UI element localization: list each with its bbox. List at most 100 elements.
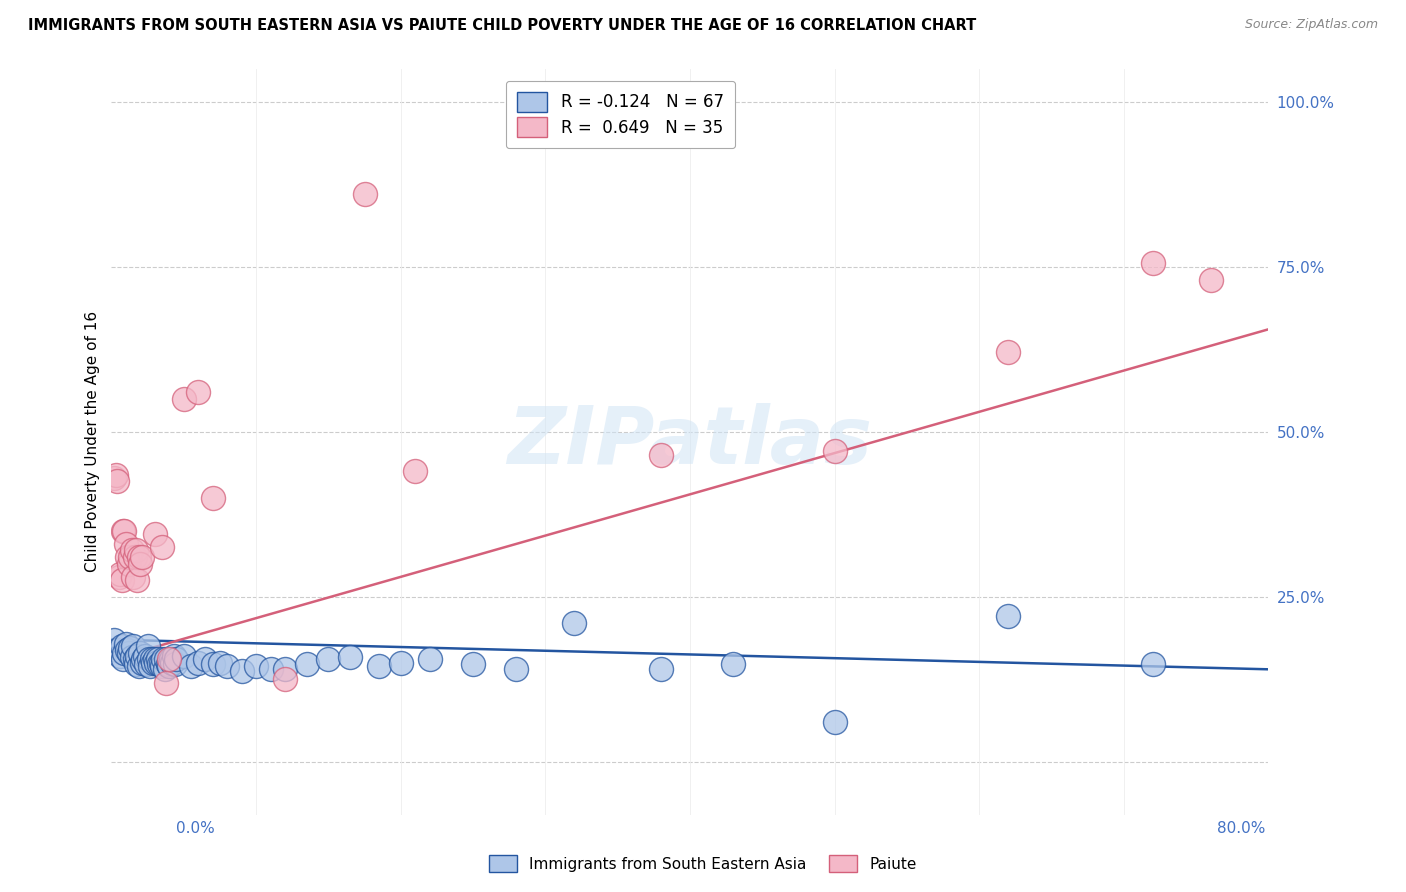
Point (159, 652, 181, 666)
Point (112, 646, 135, 660)
Point (824, 444, 846, 458)
Point (274, 662, 297, 676)
Point (118, 557, 141, 571)
Point (125, 657, 148, 671)
Y-axis label: Child Poverty Under the Age of 16: Child Poverty Under the Age of 16 (86, 311, 100, 572)
Point (997, 609, 1019, 624)
Point (105, 642, 128, 657)
Point (134, 649, 156, 664)
Point (128, 659, 150, 673)
Legend: R = -0.124   N = 67, R =  0.649   N = 35: R = -0.124 N = 67, R = 0.649 N = 35 (506, 80, 735, 148)
Point (201, 657, 224, 671)
Point (121, 650, 143, 665)
Point (110, 573, 132, 587)
Point (150, 540, 173, 554)
Point (187, 384, 209, 399)
Point (180, 659, 202, 673)
Text: ZIPatlas: ZIPatlas (508, 402, 872, 481)
Point (117, 550, 139, 565)
Point (160, 656, 183, 670)
Point (124, 652, 146, 666)
Point (419, 652, 441, 666)
Point (149, 656, 172, 670)
Text: Source: ZipAtlas.com: Source: ZipAtlas.com (1244, 18, 1378, 31)
Point (115, 637, 138, 651)
Point (163, 657, 186, 671)
Point (339, 650, 361, 665)
Point (115, 537, 138, 551)
Point (173, 649, 195, 664)
Point (108, 566, 131, 581)
Point (723, 657, 745, 671)
Text: IMMIGRANTS FROM SOUTH EASTERN ASIA VS PAIUTE CHILD POVERTY UNDER THE AGE OF 16 C: IMMIGRANTS FROM SOUTH EASTERN ASIA VS PA… (28, 18, 976, 33)
Point (461, 657, 484, 671)
Point (145, 656, 167, 670)
Point (389, 656, 412, 670)
Point (824, 715, 846, 730)
Point (353, 186, 375, 201)
Point (111, 524, 134, 538)
Text: 0.0%: 0.0% (176, 821, 215, 836)
Point (173, 392, 195, 406)
Point (122, 639, 145, 653)
Point (650, 448, 672, 462)
Point (121, 543, 143, 558)
Point (141, 652, 163, 666)
Point (103, 471, 125, 485)
Point (194, 652, 217, 666)
Point (997, 345, 1019, 359)
Point (128, 550, 150, 565)
Point (127, 573, 149, 587)
Point (245, 659, 267, 673)
Point (129, 646, 152, 660)
Point (562, 616, 585, 631)
Point (318, 652, 340, 666)
Point (156, 657, 179, 671)
Point (259, 662, 281, 676)
Legend: Immigrants from South Eastern Asia, Paiute: Immigrants from South Eastern Asia, Paiu… (482, 847, 924, 880)
Point (1142, 256, 1164, 270)
Point (162, 649, 184, 664)
Point (110, 639, 132, 653)
Point (274, 672, 297, 686)
Point (108, 649, 131, 664)
Point (152, 652, 174, 666)
Point (217, 659, 239, 673)
Point (155, 652, 177, 666)
Point (107, 570, 129, 584)
Point (157, 652, 180, 666)
Point (146, 652, 169, 666)
Point (120, 550, 142, 565)
Point (295, 657, 318, 671)
Point (143, 527, 166, 541)
Point (143, 652, 166, 666)
Point (103, 632, 125, 647)
Point (122, 570, 145, 584)
Point (157, 659, 180, 673)
Point (131, 550, 153, 565)
Point (120, 641, 142, 656)
Point (124, 550, 146, 565)
Point (150, 659, 173, 673)
Point (201, 491, 224, 505)
Point (129, 557, 152, 571)
Point (132, 652, 155, 666)
Point (155, 675, 177, 690)
Point (135, 657, 157, 671)
Point (153, 662, 176, 676)
Point (105, 474, 128, 488)
Point (1199, 273, 1222, 287)
Point (139, 659, 162, 673)
Point (650, 662, 672, 676)
Point (131, 656, 153, 670)
Point (118, 646, 141, 660)
Point (208, 656, 231, 670)
Point (368, 659, 391, 673)
Point (187, 656, 209, 670)
Point (138, 652, 160, 666)
Point (112, 524, 135, 538)
Text: 80.0%: 80.0% (1218, 821, 1265, 836)
Point (125, 543, 148, 558)
Point (148, 657, 170, 671)
Point (1142, 657, 1164, 671)
